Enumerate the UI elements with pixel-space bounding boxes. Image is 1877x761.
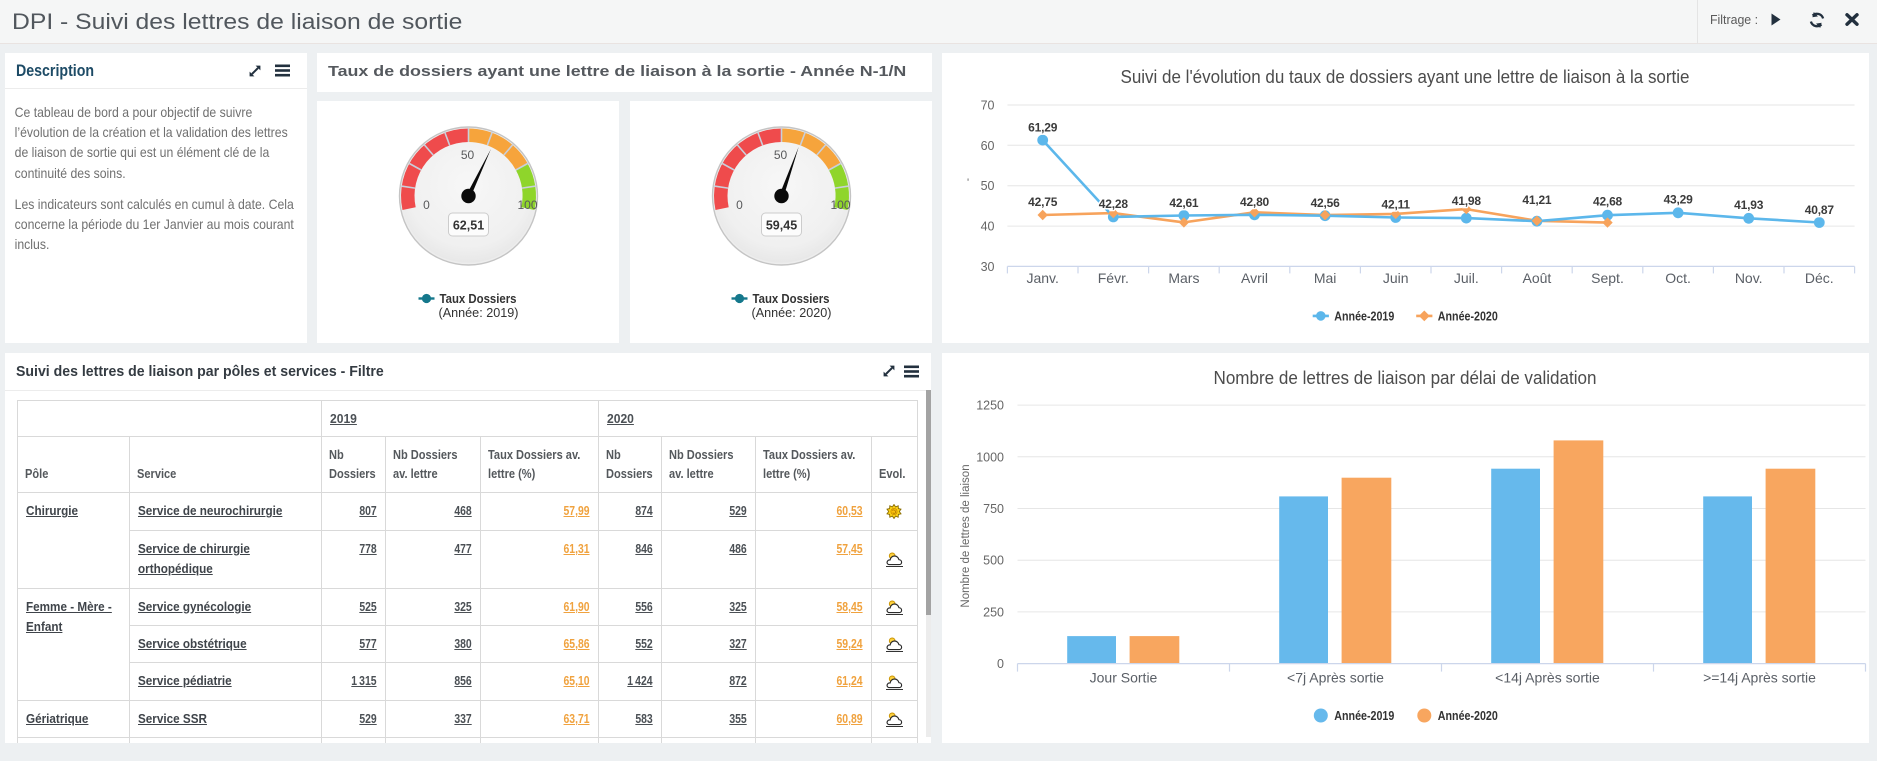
svg-text:62,51: 62,51 (453, 219, 484, 233)
svg-text:59,45: 59,45 (766, 219, 797, 233)
svg-text:Avril: Avril (1241, 270, 1268, 286)
svg-text:Nombre de lettres de liaison: Nombre de lettres de liaison (960, 464, 972, 607)
svg-text:Juil.: Juil. (1454, 270, 1479, 286)
svg-text:Année-2019: Année-2019 (1334, 708, 1394, 723)
svg-text:41,21: 41,21 (1522, 193, 1552, 207)
svg-text:41,98: 41,98 (1452, 194, 1482, 208)
svg-text:Mars: Mars (1168, 270, 1199, 286)
svg-text:40,87: 40,87 (1805, 203, 1835, 217)
svg-text:41,93: 41,93 (1734, 198, 1764, 212)
svg-text:Sept.: Sept. (1591, 270, 1624, 286)
svg-text:70: 70 (981, 99, 995, 113)
svg-text:<14j Après sortie: <14j Après sortie (1495, 669, 1600, 685)
svg-text:Oct.: Oct. (1665, 270, 1691, 286)
svg-text:500: 500 (983, 554, 1004, 568)
svg-text:>=14j Après sortie: >=14j Après sortie (1703, 669, 1816, 685)
svg-text:0: 0 (423, 198, 430, 212)
svg-text:Taux Dossiers: Taux Dossiers (440, 291, 517, 306)
svg-text:61,29: 61,29 (1028, 121, 1058, 135)
svg-text:Févr.: Févr. (1098, 270, 1129, 286)
svg-text:Suivi de l'évolution du taux d: Suivi de l'évolution du taux de dossiers… (1121, 67, 1690, 87)
svg-text:43,29: 43,29 (1664, 192, 1694, 206)
svg-text:Juin: Juin (1383, 270, 1409, 286)
svg-text:Année-2020: Année-2020 (1438, 708, 1498, 723)
svg-text:40: 40 (981, 220, 995, 234)
svg-text:Jour Sortie: Jour Sortie (1090, 669, 1158, 685)
svg-text:30: 30 (981, 260, 995, 274)
svg-text:60: 60 (981, 139, 995, 153)
svg-text:42,28: 42,28 (1099, 197, 1129, 211)
svg-text:Nombre de lettres de liaison p: Nombre de lettres de liaison par délai d… (1214, 368, 1597, 388)
svg-text:42,75: 42,75 (1028, 195, 1058, 209)
svg-text:': ' (967, 177, 969, 189)
svg-text:50: 50 (774, 148, 788, 162)
svg-text:42,11: 42,11 (1382, 198, 1411, 212)
svg-text:50: 50 (981, 179, 995, 193)
svg-text:Déc.: Déc. (1805, 270, 1834, 286)
svg-text:1250: 1250 (976, 399, 1004, 413)
svg-text:Janv.: Janv. (1026, 270, 1058, 286)
svg-text:<7j Après sortie: <7j Après sortie (1287, 669, 1384, 685)
svg-text:Mai: Mai (1314, 270, 1337, 286)
svg-text:42,80: 42,80 (1240, 195, 1270, 209)
svg-text:100: 100 (517, 198, 537, 212)
svg-text:42,61: 42,61 (1169, 196, 1199, 210)
svg-text:750: 750 (983, 502, 1004, 516)
svg-text:Taux Dossiers: Taux Dossiers (753, 291, 830, 306)
svg-text:Août: Août (1522, 270, 1551, 286)
svg-text:0: 0 (997, 657, 1004, 671)
svg-text:100: 100 (830, 198, 850, 212)
svg-text:Année-2019: Année-2019 (1334, 309, 1394, 324)
svg-text:0: 0 (736, 198, 743, 212)
svg-text:Nov.: Nov. (1735, 270, 1763, 286)
svg-text:250: 250 (983, 605, 1004, 619)
svg-text:42,56: 42,56 (1311, 196, 1341, 210)
svg-text:Année-2020: Année-2020 (1438, 309, 1498, 324)
svg-text:42,68: 42,68 (1593, 194, 1623, 208)
svg-text:(Année: 2020): (Année: 2020) (752, 305, 832, 320)
svg-text:(Année: 2019): (Année: 2019) (439, 305, 519, 320)
svg-text:50: 50 (461, 148, 475, 162)
svg-text:1000: 1000 (976, 450, 1004, 464)
